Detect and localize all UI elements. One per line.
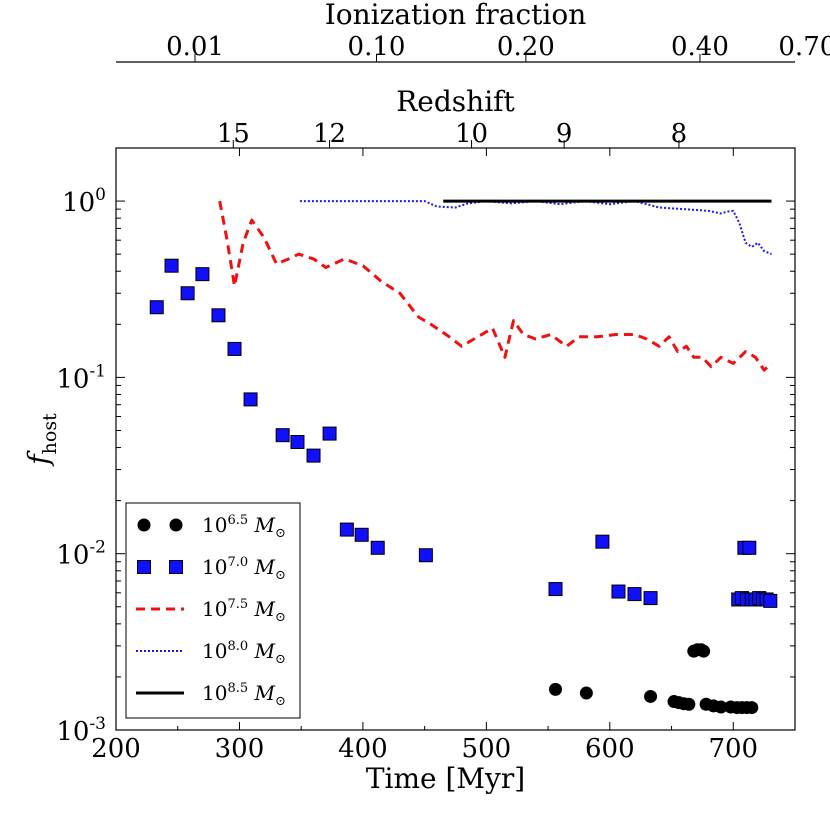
data-point	[149, 300, 164, 315]
legend-label: 108.5 M⊙	[202, 681, 286, 709]
y-tick-label: 10-1	[56, 361, 106, 394]
legend-entry: 106.5 M⊙	[137, 513, 286, 541]
data-point	[682, 697, 696, 711]
legend-marker	[137, 518, 151, 532]
top-tick-label: 0.40	[671, 32, 729, 62]
data-point	[643, 591, 658, 606]
data-point	[339, 522, 354, 537]
y-tick-label: 100	[62, 185, 106, 218]
data-point	[595, 534, 610, 549]
top-tick-label: 8	[671, 119, 688, 149]
legend-label: 106.5 M⊙	[202, 513, 286, 541]
data-point	[195, 267, 210, 282]
top-axis-title: Redshift	[396, 85, 515, 118]
top-tick-label: 12	[313, 119, 346, 149]
legend-entry: 107.0 M⊙	[137, 555, 286, 583]
data-point	[763, 593, 778, 608]
series-6.5	[548, 643, 759, 715]
data-point	[714, 700, 728, 714]
y-tick-label: 10-3	[56, 714, 106, 747]
legend-entry: 107.5 M⊙	[136, 597, 286, 625]
legend-entry: 108.0 M⊙	[136, 639, 286, 667]
data-point	[180, 286, 195, 301]
top-tick-label: 0.01	[166, 32, 224, 62]
data-point	[164, 258, 179, 273]
series-7.5	[218, 200, 773, 372]
series-8.0	[299, 200, 772, 256]
series-7.0	[149, 258, 778, 608]
data-point	[370, 540, 385, 555]
legend-entry: 108.5 M⊙	[136, 681, 286, 709]
ionization-axis: 0.01 0.10 0.20 0.40 0.70 Ionization fraction	[116, 0, 830, 63]
data-point	[742, 540, 757, 555]
data-point	[243, 392, 258, 407]
top-axes-layer: 15 12 10 9 8 Redshift 0.01 0.10 0.20 0.40 0.70 Ioni…	[116, 0, 830, 149]
legend-marker	[169, 518, 183, 532]
axes-layer: 200 300 400 500 600 700 Time [Myr] 100 10-1 10-2 1…	[22, 147, 796, 795]
legend-label: 107.5 M⊙	[202, 597, 286, 625]
y-tick-label: 10-2	[56, 538, 106, 571]
series-line	[218, 200, 773, 372]
data-point	[290, 435, 305, 450]
top-tick-label: 0.20	[497, 32, 555, 62]
x-tick-label: 500	[462, 734, 512, 764]
y-axis-title: fhost	[22, 413, 61, 467]
x-tick-label: 300	[215, 734, 265, 764]
data-point	[745, 701, 759, 715]
top-tick-label: 0.70	[778, 32, 830, 62]
x-axis-title: Time [Myr]	[366, 762, 525, 795]
x-tick-label: 700	[708, 734, 758, 764]
data-point	[548, 582, 563, 597]
x-tick-label: 200	[91, 734, 141, 764]
data-point	[211, 308, 226, 323]
data-point	[418, 548, 433, 563]
data-point	[697, 644, 711, 658]
data-point	[627, 587, 642, 602]
plot-frame	[115, 147, 796, 731]
legend-label: 108.0 M⊙	[202, 639, 286, 667]
data-point	[306, 448, 321, 463]
data-point	[227, 341, 242, 356]
legend-marker	[137, 560, 151, 574]
top-tick-label: 10	[455, 119, 488, 149]
legend-marker	[169, 560, 183, 574]
data-point	[579, 686, 593, 700]
data-point	[275, 428, 290, 443]
data-point	[354, 527, 369, 542]
data-point	[548, 682, 562, 696]
top-tick-label: 15	[217, 119, 250, 149]
data-point	[322, 426, 337, 441]
data-point	[644, 689, 658, 703]
legend-label: 107.0 M⊙	[202, 555, 286, 583]
top-tick-label: 0.10	[348, 32, 406, 62]
data-point	[611, 584, 626, 599]
series-line	[299, 200, 772, 256]
top-axis-title: Ionization fraction	[325, 0, 587, 31]
legend: 106.5 M⊙ 107.0 M⊙ 107.5 M⊙ 108.0 M⊙ 108.5 M⊙	[125, 502, 301, 719]
series-layer	[149, 199, 778, 715]
redshift-axis: 15 12 10 9 8 Redshift	[217, 85, 687, 149]
x-tick-label: 400	[338, 734, 388, 764]
top-tick-label: 9	[556, 119, 573, 149]
x-tick-label: 600	[585, 734, 635, 764]
